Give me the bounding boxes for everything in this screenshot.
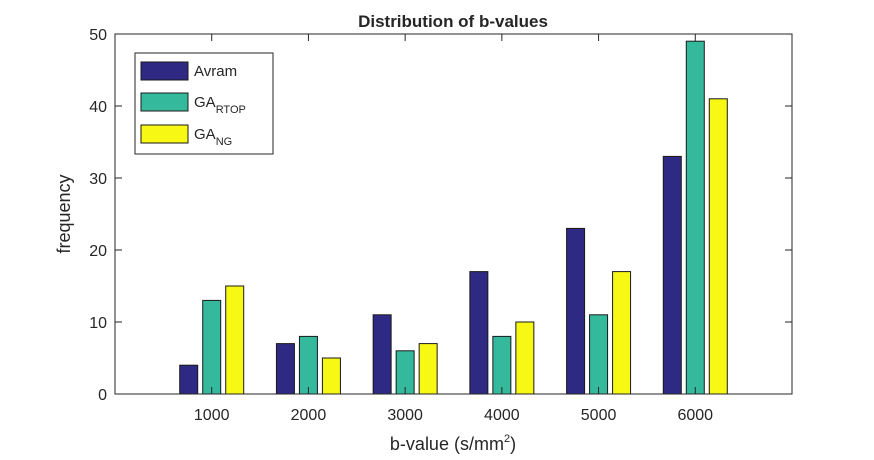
bar-ga-rtop-1000 <box>202 299 222 395</box>
y-tick-label: 40 <box>89 99 107 116</box>
x-axis-label-sup: 2 <box>504 433 510 445</box>
legend-label-ga-rtop: GARTOP <box>194 94 246 116</box>
bar-avram-2000 <box>275 343 295 395</box>
bar-ga-ng-6000 <box>708 98 728 395</box>
x-tick-label: 1000 <box>194 407 230 424</box>
bar-avram-5000 <box>566 227 586 395</box>
bar-avram-1000 <box>179 364 199 395</box>
legend-swatch-avram <box>140 61 189 81</box>
x-tick-label: 2000 <box>291 407 327 424</box>
x-axis-label: b-value (s/mm2) <box>390 433 516 454</box>
y-tick-label: 20 <box>89 243 107 260</box>
x-axis-label-main: b-value (s/mm <box>390 434 504 454</box>
axes-group: 0 10 20 30 40 50 1000 2000 3000 4000 5000 6000 <box>89 27 792 424</box>
x-tick-label: 6000 <box>677 407 713 424</box>
x-tick-label: 4000 <box>484 407 520 424</box>
bar-ga-rtop-4000 <box>492 335 512 395</box>
bar-ga-rtop-2000 <box>298 335 318 395</box>
y-axis-label: frequency <box>54 174 74 253</box>
bar-ga-ng-2000 <box>321 357 341 395</box>
bar-ga-ng-1000 <box>225 285 245 395</box>
x-axis-label-close: ) <box>510 434 516 454</box>
chart-title: Distribution of b-values <box>358 12 548 31</box>
bars-group <box>179 40 728 395</box>
plot-frame <box>114 33 793 395</box>
legend-label-ga-ng: GANG <box>194 126 232 148</box>
bar-avram-4000 <box>469 271 489 395</box>
y-tick-label: 10 <box>89 315 107 332</box>
bar-avram-6000 <box>662 155 682 395</box>
bar-ga-ng-4000 <box>515 321 535 395</box>
bar-ga-ng-3000 <box>418 343 438 395</box>
x-tick-label: 5000 <box>581 407 617 424</box>
bar-ga-rtop-5000 <box>589 314 609 395</box>
x-tick-label: 3000 <box>387 407 423 424</box>
legend-swatch-ga-ng <box>140 124 189 144</box>
legend: Avram GARTOP GANG <box>134 52 274 155</box>
legend-swatch-ga-rtop <box>140 92 189 112</box>
y-tick-label: 50 <box>89 27 107 44</box>
bar-avram-3000 <box>372 314 392 395</box>
y-tick-label: 30 <box>89 171 107 188</box>
bar-ga-ng-5000 <box>612 271 632 395</box>
y-tick-label: 0 <box>98 387 107 404</box>
bar-ga-rtop-6000 <box>685 40 705 395</box>
legend-label-avram: Avram <box>194 63 237 80</box>
